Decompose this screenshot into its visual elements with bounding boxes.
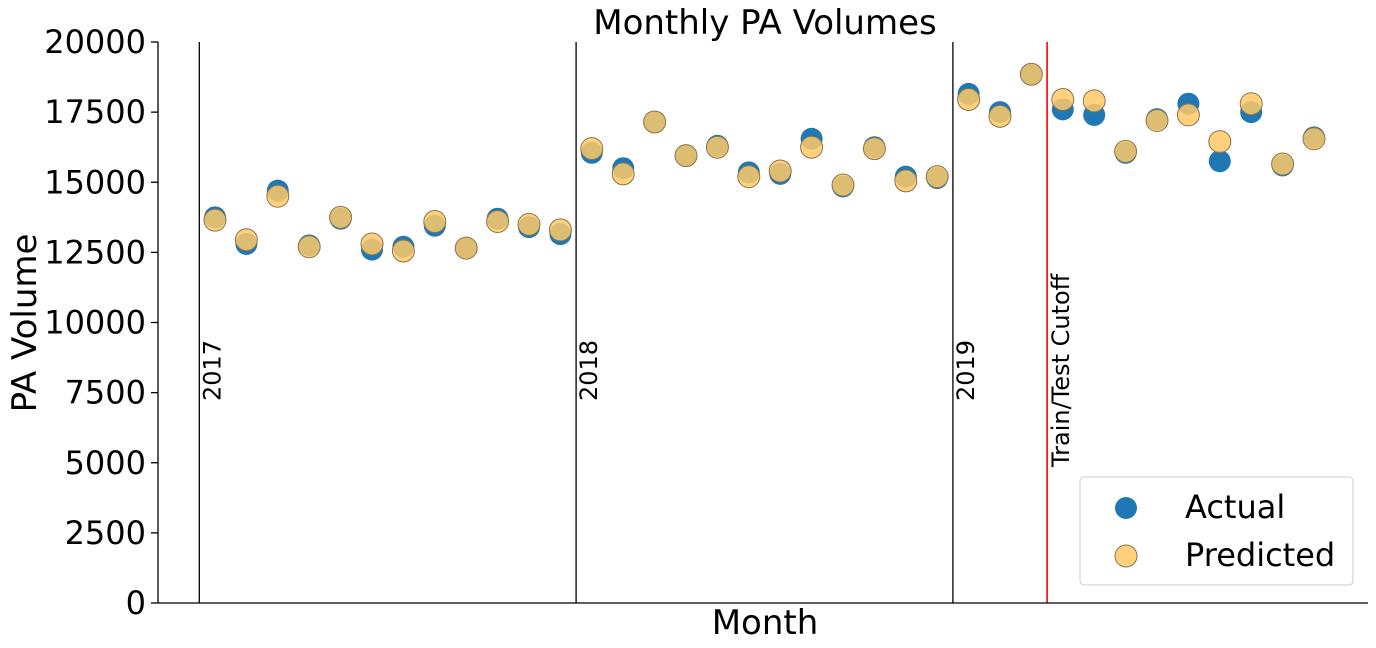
legend-marker-predicted — [1114, 544, 1138, 568]
y-tick-label: 0 — [126, 584, 146, 622]
predicted-point — [234, 228, 258, 252]
predicted-point — [1019, 62, 1043, 86]
actual-point — [1208, 150, 1231, 173]
y-tick-label: 17500 — [44, 93, 146, 131]
predicted-point — [894, 169, 918, 193]
predicted-point — [548, 218, 572, 242]
legend: Actual Predicted — [1079, 476, 1354, 586]
year-label-2019: 2019 — [952, 340, 980, 401]
y-tick-label: 7500 — [65, 374, 146, 412]
predicted-point — [957, 88, 981, 112]
predicted-point — [391, 239, 415, 263]
predicted-point — [643, 110, 667, 134]
predicted-point — [203, 208, 227, 232]
predicted-point — [486, 210, 510, 234]
y-tick-label: 2500 — [65, 514, 146, 552]
predicted-point — [1145, 109, 1169, 133]
y-axis-label: PA Volume — [5, 234, 45, 413]
predicted-point — [297, 235, 321, 259]
predicted-point — [1271, 152, 1295, 176]
legend-label-actual: Actual — [1185, 488, 1285, 526]
predicted-point — [1082, 89, 1106, 113]
predicted-point — [266, 184, 290, 208]
predicted-point — [329, 205, 353, 229]
predicted-point — [454, 236, 478, 260]
predicted-point — [705, 135, 729, 159]
predicted-point — [1114, 139, 1138, 163]
predicted-point — [517, 212, 541, 236]
year-label-2017: 2017 — [198, 340, 226, 401]
predicted-point — [768, 159, 792, 183]
predicted-point — [831, 173, 855, 197]
predicted-point — [674, 144, 698, 168]
predicted-point — [423, 210, 447, 234]
predicted-point — [862, 137, 886, 161]
predicted-point — [737, 165, 761, 189]
predicted-point — [1208, 130, 1232, 154]
legend-marker-actual — [1115, 497, 1137, 519]
predicted-point — [988, 104, 1012, 128]
chart-title: Monthly PA Volumes — [593, 3, 937, 43]
predicted-point — [925, 165, 949, 189]
predicted-point — [1302, 127, 1326, 151]
legend-box — [1079, 476, 1354, 586]
train-test-cutoff-label: Train/Test Cutoff — [1047, 273, 1075, 468]
legend-label-predicted: Predicted — [1185, 536, 1335, 574]
predicted-point — [611, 162, 635, 186]
predicted-point — [1051, 88, 1075, 112]
x-axis-label: Month — [712, 603, 819, 643]
predicted-point — [1239, 92, 1263, 116]
predicted-point — [800, 135, 824, 159]
y-tick-label: 20000 — [44, 23, 146, 61]
data-points — [203, 62, 1326, 263]
vertical-markers: 2017 2018 2019 Train/Test Cutoff — [198, 42, 1075, 603]
predicted-point — [360, 232, 384, 256]
predicted-point — [580, 137, 604, 161]
predicted-point — [1176, 103, 1200, 127]
y-tick-label: 15000 — [44, 163, 146, 201]
year-label-2018: 2018 — [575, 340, 603, 401]
axes: 0 2500 5000 7500 10000 12500 15000 17500 20000 — [44, 23, 1368, 622]
y-tick-label: 5000 — [65, 444, 146, 482]
y-tick-label: 12500 — [44, 233, 146, 271]
y-tick-label: 10000 — [44, 304, 146, 342]
